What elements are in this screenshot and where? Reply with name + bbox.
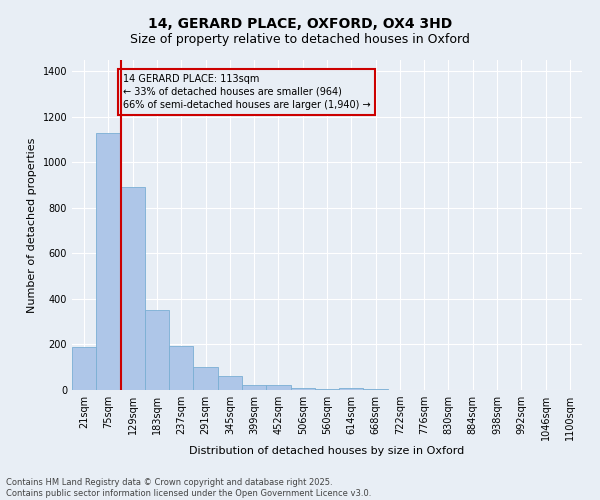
Bar (121, 188, 145, 390)
Bar (315, 389, 339, 390)
Bar (290, 388, 315, 390)
Text: 14 GERARD PLACE: 113sqm
← 33% of detached houses are smaller (964)
66% of semi-d: 14 GERARD PLACE: 113sqm ← 33% of detache… (123, 74, 371, 110)
Text: Contains HM Land Registry data © Crown copyright and database right 2025.
Contai: Contains HM Land Registry data © Crown c… (6, 478, 371, 498)
Bar (145, 310, 169, 390)
Bar (72, 347, 96, 390)
Text: Size of property relative to detached houses in Oxford: Size of property relative to detached ho… (130, 32, 470, 46)
Text: 14, GERARD PLACE, OXFORD, OX4 3HD: 14, GERARD PLACE, OXFORD, OX4 3HD (148, 18, 452, 32)
Bar (242, 385, 266, 390)
Bar (364, 389, 388, 390)
X-axis label: Distribution of detached houses by size in Oxford: Distribution of detached houses by size … (190, 446, 464, 456)
Bar (96, 133, 121, 390)
Bar (339, 388, 364, 390)
Bar (169, 346, 193, 390)
Bar (266, 386, 290, 390)
Bar (218, 376, 242, 390)
Bar (193, 367, 218, 390)
Y-axis label: Number of detached properties: Number of detached properties (27, 138, 37, 312)
